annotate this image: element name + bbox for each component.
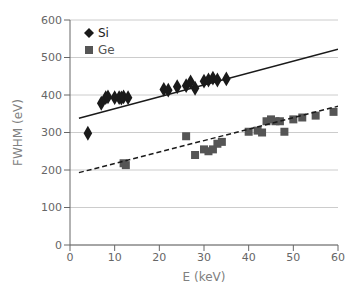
html-text:Si: Si bbox=[98, 26, 109, 40]
svg-text:200: 200 bbox=[41, 164, 62, 177]
svg-text:0: 0 bbox=[55, 239, 62, 252]
svg-text:40: 40 bbox=[242, 251, 256, 264]
svg-text:50: 50 bbox=[286, 251, 300, 264]
svg-text:0: 0 bbox=[67, 251, 74, 264]
html-text:Ge: Ge bbox=[98, 43, 115, 57]
svg-text:20: 20 bbox=[152, 251, 166, 264]
svg-text:10: 10 bbox=[108, 251, 122, 264]
svg-text:500: 500 bbox=[41, 51, 62, 64]
svg-text:400: 400 bbox=[41, 89, 62, 102]
svg-text:100: 100 bbox=[41, 201, 62, 214]
svg-text:FWHM (eV): FWHM (eV) bbox=[11, 99, 25, 166]
svg-text:30: 30 bbox=[197, 251, 211, 264]
svg-text:300: 300 bbox=[41, 126, 62, 139]
svg-text:60: 60 bbox=[331, 251, 345, 264]
svg-text:600: 600 bbox=[41, 14, 62, 27]
svg-text:E (keV): E (keV) bbox=[183, 270, 226, 284]
